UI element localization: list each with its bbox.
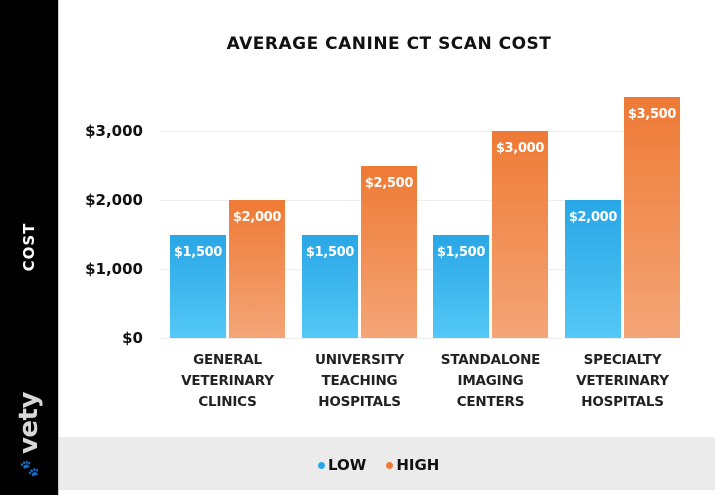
chart-title: AVERAGE CANINE CT SCAN COST xyxy=(226,34,552,54)
category-label: UNIVERSITY TEACHING HOSPITALS xyxy=(295,350,425,413)
category-label: GENERAL VETERINARY CLINICS xyxy=(163,350,293,413)
category-label-line: TEACHING xyxy=(321,373,398,389)
y-tick-label: $1,000 xyxy=(85,260,143,278)
logo-text: vety xyxy=(14,392,44,455)
sidebar-divider xyxy=(58,0,59,495)
bar-high: $2,500 xyxy=(361,165,417,338)
vety-logo: 🐾 vety xyxy=(14,392,44,478)
legend-label: LOW xyxy=(328,456,367,474)
category-label: SPECIALTY VETERINARY HOSPITALS xyxy=(558,350,688,413)
bar-value-label: $2,000 xyxy=(568,210,618,225)
bar-value-label: $1,500 xyxy=(305,244,355,260)
y-axis-label: COST xyxy=(20,222,38,272)
high-dot-icon xyxy=(386,461,394,469)
category-label-line: HOSPITALS xyxy=(581,394,664,410)
bar-value-label: $2,000 xyxy=(232,210,282,225)
category-label-line: UNIVERSITY xyxy=(314,352,405,368)
gridline xyxy=(160,338,650,339)
gridline xyxy=(160,131,650,132)
bar-value-label: $3,500 xyxy=(627,106,677,122)
category-label-line: CLINICS xyxy=(198,394,257,410)
category-label-line: CENTERS xyxy=(456,394,525,410)
category-label: STANDALONE IMAGING CENTERS xyxy=(426,350,556,413)
legend-item-high: HIGH xyxy=(386,456,439,474)
bar-value-label: $2,500 xyxy=(364,175,414,191)
y-tick-label: $3,000 xyxy=(85,122,143,140)
legend: LOW HIGH xyxy=(318,456,439,474)
category-label-line: VETERINARY xyxy=(181,373,274,389)
bar-high: $3,000 xyxy=(492,131,548,338)
category-label-line: STANDALONE xyxy=(440,352,541,368)
bar-low: $1,500 xyxy=(302,234,358,338)
bar-high: $3,500 xyxy=(624,96,680,338)
y-tick-label: $2,000 xyxy=(85,191,143,209)
bar-low: $1,500 xyxy=(170,234,226,338)
bar-value-label: $1,500 xyxy=(436,244,486,260)
bar-low: $1,500 xyxy=(433,234,489,338)
legend-item-low: LOW xyxy=(318,456,366,474)
bar-value-label: $1,500 xyxy=(173,244,223,260)
low-dot-icon xyxy=(318,461,325,469)
category-label-line: HOSPITALS xyxy=(318,394,401,410)
category-label-line: GENERAL xyxy=(193,352,262,368)
sidebar: COST 🐾 vety xyxy=(0,0,58,495)
bar-value-label: $3,000 xyxy=(495,141,545,156)
category-label-line: IMAGING xyxy=(457,373,524,389)
bar-low: $2,000 xyxy=(565,200,621,338)
category-label-line: SPECIALTY xyxy=(583,352,662,368)
category-label-line: VETERINARY xyxy=(576,373,669,389)
paw-icon: 🐾 xyxy=(19,458,39,478)
legend-label: HIGH xyxy=(396,456,440,474)
bar-high: $2,000 xyxy=(229,200,285,338)
y-tick-label: $0 xyxy=(122,329,143,347)
